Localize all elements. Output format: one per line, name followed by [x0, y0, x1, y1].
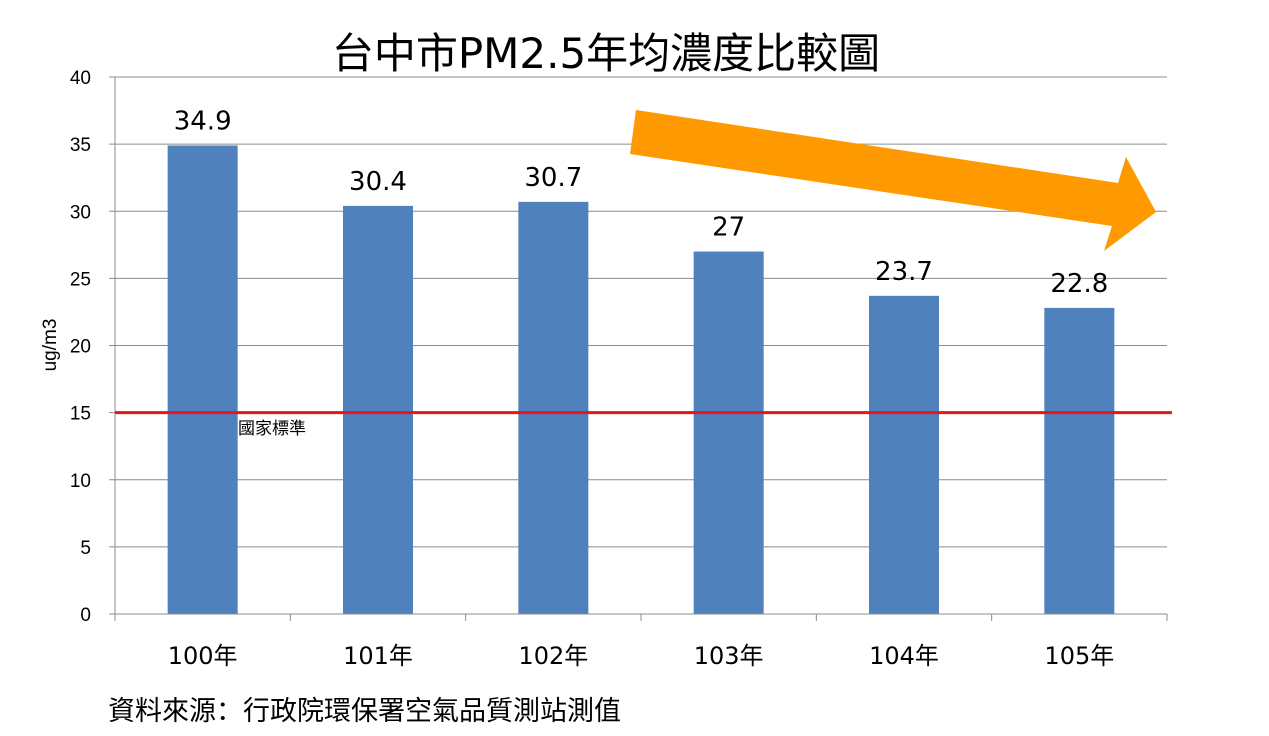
data-label: 23.7	[875, 257, 933, 287]
y-tick-label: 5	[80, 538, 91, 559]
data-label: 34.9	[174, 106, 232, 136]
y-tick-label: 0	[80, 605, 91, 626]
x-tick-label: 101年	[343, 642, 413, 670]
y-axis-ticks: 0 5 10 15 20 25 30 35 40	[70, 68, 115, 626]
x-tick-label: 104年	[869, 642, 939, 670]
y-tick-label: 40	[70, 68, 91, 89]
x-axis-ticks: 100年 101年 102年 103年 104年 105年	[114, 614, 1168, 670]
y-tick-label: 15	[70, 404, 91, 425]
x-tick-label: 105年	[1044, 642, 1114, 670]
y-tick-label: 20	[70, 337, 91, 358]
y-axis-label: ug/m3	[40, 319, 61, 372]
chart-title: 台中市PM2.5年均濃度比較圖	[332, 29, 880, 78]
bar	[693, 251, 764, 614]
data-labels: 34.9 30.4 30.7 27 23.7 22.8	[174, 106, 1109, 298]
data-label: 22.8	[1050, 269, 1108, 299]
y-tick-label: 35	[70, 135, 91, 156]
bar	[518, 201, 589, 615]
downward-trend-arrow-icon	[630, 110, 1156, 251]
bar	[343, 205, 413, 614]
x-tick-label: 102年	[518, 642, 588, 670]
data-source-note: 資料來源：行政院環保署空氣品質測站測值	[108, 696, 621, 727]
y-tick-label: 30	[70, 202, 91, 223]
data-label: 27	[712, 213, 745, 243]
data-label: 30.7	[524, 163, 582, 193]
x-tick-label: 100年	[168, 642, 238, 670]
bar	[167, 145, 238, 614]
bar	[869, 295, 939, 614]
data-label: 30.4	[349, 167, 407, 197]
bar	[1044, 307, 1115, 614]
y-tick-label: 10	[70, 471, 91, 492]
bars	[167, 145, 1115, 615]
y-tick-label: 25	[70, 269, 91, 290]
national-standard-label: 國家標準	[238, 419, 306, 439]
x-tick-label: 103年	[694, 642, 764, 670]
